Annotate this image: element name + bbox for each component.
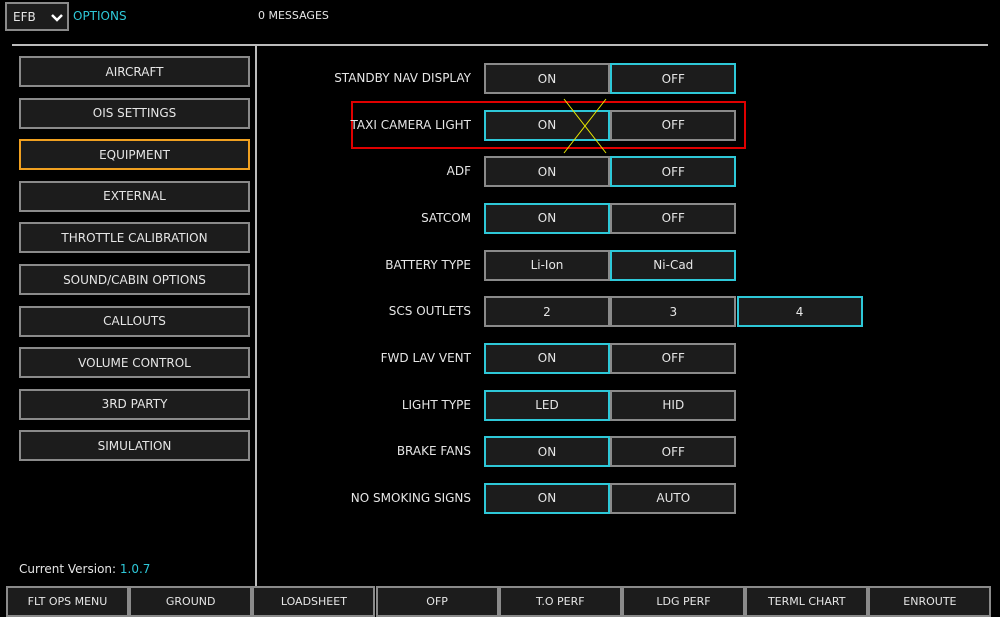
option-button[interactable]: 4 xyxy=(736,296,863,328)
option-button[interactable]: ON xyxy=(484,63,610,94)
option-button[interactable]: ON xyxy=(484,202,610,234)
option-label: SATCOM xyxy=(421,210,471,225)
option-button[interactable]: OFF xyxy=(610,109,737,141)
option-button[interactable]: ON xyxy=(484,156,610,188)
option-button[interactable]: ON xyxy=(484,436,610,468)
menu-button[interactable]: SIMULATION xyxy=(19,430,250,462)
option-button[interactable]: 2 xyxy=(484,296,610,328)
footer-tab[interactable]: LDG PERF xyxy=(622,586,745,617)
option-label: BATTERY TYPE xyxy=(385,257,471,272)
footer-tab[interactable]: ENROUTE xyxy=(868,586,992,617)
option-label: TAXI CAMERA LIGHT xyxy=(350,117,471,132)
option-button[interactable]: 3 xyxy=(610,296,737,328)
efb-dropdown[interactable]: EFB xyxy=(5,2,69,31)
header-divider xyxy=(12,44,988,46)
menu-button[interactable]: THROTTLE CALIBRATION xyxy=(19,222,250,254)
menu-button[interactable]: VOLUME CONTROL xyxy=(19,347,250,379)
option-button[interactable]: OFF xyxy=(610,156,737,188)
option-label: FWD LAV VENT xyxy=(380,350,471,365)
option-label: NO SMOKING SIGNS xyxy=(350,490,471,505)
option-button[interactable]: AUTO xyxy=(610,482,737,514)
highlight-box xyxy=(351,101,746,149)
messages[interactable]: 0 MESSAGES xyxy=(258,9,329,22)
footer-tab[interactable]: OFP xyxy=(375,586,499,617)
option-button[interactable]: Li-Ion xyxy=(484,249,610,281)
option-label: BRAKE FANS xyxy=(396,444,471,459)
menu-button[interactable]: EQUIPMENT xyxy=(19,139,250,171)
option-label: ADF xyxy=(446,164,471,179)
option-button[interactable]: ON xyxy=(484,482,610,514)
option-button[interactable]: HID xyxy=(610,389,737,421)
page-title: OPTIONS xyxy=(73,9,127,23)
sidebar-divider xyxy=(255,45,257,586)
option-button[interactable]: OFF xyxy=(610,436,737,468)
version-value: 1.0.7 xyxy=(119,562,151,576)
menu-button[interactable]: CALLOUTS xyxy=(19,305,250,337)
menu-button[interactable]: 3RD PARTY xyxy=(19,388,250,420)
option-label: SCS OUTLETS xyxy=(388,304,471,319)
option-button[interactable]: OFF xyxy=(610,202,737,234)
footer-tab[interactable]: TERML CHART xyxy=(745,586,869,617)
footer-tab[interactable]: FLT OPS MENU xyxy=(6,586,129,617)
menu-button[interactable]: OIS SETTINGS xyxy=(19,97,250,129)
option-button[interactable]: OFF xyxy=(610,342,737,374)
menu-button[interactable]: SOUND/CABIN OPTIONS xyxy=(19,264,250,295)
menu-button[interactable]: EXTERNAL xyxy=(19,180,250,212)
option-button[interactable]: Ni-Cad xyxy=(610,249,737,281)
option-label: LIGHT TYPE xyxy=(401,397,471,412)
footer-tab[interactable]: LOADSHEET xyxy=(252,586,376,617)
option-label: STANDBY NAV DISPLAY xyxy=(334,71,471,85)
option-button[interactable]: LED xyxy=(484,389,610,421)
menu-button[interactable]: AIRCRAFT xyxy=(19,56,250,87)
dropdown-label: EFB xyxy=(13,10,36,24)
version-label: Current Version: xyxy=(19,562,117,576)
footer-tab[interactable]: GROUND xyxy=(129,586,253,617)
option-button[interactable]: ON xyxy=(484,109,610,141)
toggle-marker xyxy=(563,98,607,154)
version: Current Version: 1.0.7 xyxy=(19,562,150,576)
dropdown-chevron xyxy=(51,14,63,22)
option-button[interactable]: OFF xyxy=(610,63,737,94)
option-button[interactable]: ON xyxy=(484,342,610,374)
footer-tab[interactable]: T.O PERF xyxy=(498,586,622,617)
